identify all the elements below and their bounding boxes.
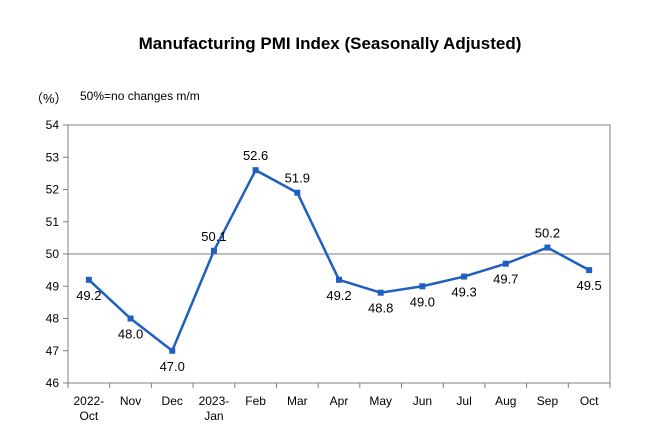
series-line	[85, 167, 593, 354]
data-label: 49.2	[76, 288, 101, 303]
data-labels: 49.2 48.0 47.0 50.1 52.6 51.9 49.2 48.8 49.0 49.3…	[76, 148, 602, 374]
y-tick-label: 46	[46, 376, 60, 390]
data-point-marker	[336, 276, 342, 283]
data-label: 49.2	[326, 288, 351, 303]
data-point-marker	[294, 189, 301, 196]
data-label: 52.6	[243, 148, 268, 163]
data-label: 47.0	[160, 359, 185, 374]
data-point-marker	[419, 283, 426, 290]
x-tick-label: Jan	[204, 409, 223, 423]
series-line-path	[87, 168, 590, 352]
y-tick-label: 49	[46, 279, 60, 293]
data-label: 51.9	[285, 171, 310, 186]
x-tick-label: Apr	[330, 394, 349, 408]
y-tick-label: 52	[46, 183, 60, 197]
data-point-marker	[544, 244, 551, 251]
data-label: 50.1	[201, 229, 226, 244]
x-tick-label: Jun	[413, 394, 432, 408]
x-tick-label: Feb	[245, 394, 266, 408]
y-tick-label: 50	[46, 247, 60, 261]
x-tick-label: Nov	[120, 394, 141, 408]
chart-title: Manufacturing PMI Index (Seasonally Adju…	[138, 34, 522, 53]
x-tick-label: Sep	[537, 394, 559, 408]
x-tick-label: Aug	[495, 394, 516, 408]
y-axis: 46 47 48 49 50 51 52 53 54	[46, 118, 68, 390]
y-unit-label: （%）	[30, 91, 68, 106]
y-tick-label: 47	[46, 344, 60, 358]
data-label: 49.7	[493, 272, 518, 287]
data-point-marker	[127, 315, 134, 322]
x-tick-label: Oct	[580, 394, 599, 408]
data-point-marker	[377, 289, 384, 296]
x-tick-label: Jul	[456, 394, 471, 408]
x-tick-label: 2023-	[199, 394, 230, 408]
y-tick-label: 53	[46, 150, 60, 164]
data-label: 49.0	[410, 294, 435, 309]
x-tick-label: May	[369, 394, 392, 408]
data-point-marker	[586, 267, 593, 274]
y-tick-label: 48	[46, 312, 60, 326]
data-label: 49.5	[576, 278, 601, 293]
data-point-marker	[210, 247, 217, 254]
data-label: 48.0	[118, 327, 143, 342]
x-tick-label: 2022-	[73, 394, 104, 408]
data-label: 49.3	[451, 285, 476, 300]
data-label: 50.2	[535, 226, 560, 241]
data-point-marker	[502, 260, 509, 267]
data-label: 48.8	[368, 301, 393, 316]
data-point-marker	[252, 167, 259, 174]
y-tick-label: 51	[46, 215, 60, 229]
data-point-marker	[169, 347, 176, 354]
data-point-marker	[85, 276, 92, 283]
data-point-marker	[461, 273, 468, 280]
x-tick-label: Mar	[287, 394, 308, 408]
y-tick-label: 54	[46, 118, 60, 132]
reference-note: 50%=no changes m/m	[80, 89, 200, 103]
x-tick-label: Dec	[162, 394, 183, 408]
x-tick-label: Oct	[80, 409, 99, 423]
